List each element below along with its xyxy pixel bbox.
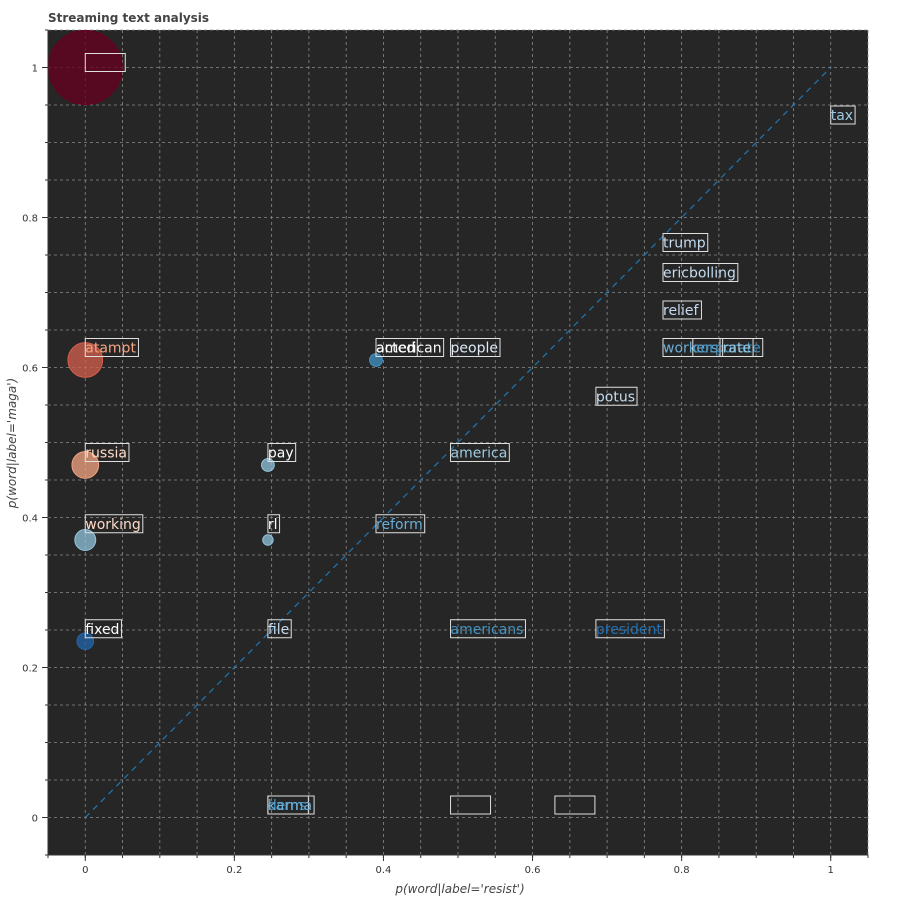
word-label-text: ericbolling [663, 266, 736, 282]
word-label-box [267, 443, 297, 462]
word-label-box [84, 514, 144, 534]
x-tick-label: 0.6 [525, 865, 541, 876]
word-label-text: potus [596, 389, 635, 405]
word-label: rl [267, 514, 281, 534]
y-tick-label: 0.8 [22, 214, 38, 225]
word-label: americans [450, 619, 526, 639]
word-label-text: atampt [85, 341, 136, 357]
word-label-text: karma [268, 798, 312, 814]
word-label [450, 795, 492, 815]
word-label: relief [662, 300, 702, 320]
word-label: trump [662, 233, 709, 252]
word-label-text: dems [268, 798, 306, 814]
word-label-text: relief [663, 303, 699, 319]
word-label-text: corporate [693, 341, 761, 357]
word-label-box [722, 338, 754, 357]
chart-title: Streaming text analysis [48, 11, 209, 25]
word-label-box [830, 105, 856, 125]
word-label: ericbolling [662, 263, 739, 282]
word-label-text: trump [663, 236, 706, 252]
word-label-box [450, 338, 501, 357]
word-label-text: working [85, 517, 141, 533]
word-label-box [267, 795, 315, 815]
word-label-box [267, 514, 281, 534]
word-label-box [662, 233, 709, 252]
word-label-text: file [268, 622, 289, 638]
word-label: file [267, 619, 292, 639]
word-label-box [450, 443, 510, 462]
word-label-box [662, 300, 702, 320]
word-label: pay [267, 443, 297, 462]
word-label-box [450, 619, 526, 639]
word-label-box [267, 619, 292, 639]
bubble-point [262, 534, 274, 546]
word-label-box [595, 619, 665, 639]
y-tick-label: 1 [32, 64, 38, 75]
y-tick-label: 0.6 [22, 364, 38, 375]
word-label-text: workers [663, 341, 718, 357]
word-label: working [84, 514, 144, 534]
x-tick-label: 0 [82, 865, 88, 876]
word-label-text: president [596, 622, 663, 638]
word-label-box [375, 338, 445, 357]
word-label-box [554, 795, 596, 815]
word-label: fixed [84, 619, 122, 639]
word-label-box [375, 514, 426, 534]
word-label-text: america [451, 446, 508, 462]
word-label-text: pay [268, 446, 294, 462]
word-label-text: rl [268, 517, 278, 533]
word-label-text: american [376, 341, 442, 357]
word-label: reform [375, 514, 426, 534]
word-label: american [375, 338, 445, 357]
diagonal-reference-line [84, 67, 832, 818]
word-label-text: acted [376, 341, 415, 357]
word-label-text: rate [723, 341, 751, 357]
word-label-box [662, 338, 721, 357]
word-label-box [84, 338, 139, 357]
word-label-box [595, 386, 638, 406]
x-axis-label: p(word|label='resist') [394, 882, 524, 896]
word-label: president [595, 619, 665, 639]
word-label: potus [595, 386, 638, 406]
word-label: workers [662, 338, 721, 357]
axes: 0 0.2 0.4 0.6 0.8 1 0 0.2 0.4 0.6 0.8 1 [22, 29, 869, 876]
word-label-box [450, 795, 492, 815]
y-tick-label: 0.4 [22, 514, 38, 525]
y-tick-label: 0.2 [22, 664, 38, 675]
x-tick-label: 1 [828, 865, 834, 876]
word-label: tax [830, 105, 856, 125]
word-label-text: reform [376, 517, 423, 533]
word-label-text: russia [85, 446, 127, 462]
word-label: rate [722, 338, 754, 357]
word-label-box [84, 619, 122, 639]
word-label [84, 53, 126, 72]
word-label-text: americans [451, 622, 524, 638]
word-label: karma [267, 795, 315, 815]
y-tick-label: 0 [32, 814, 38, 825]
word-label-text: people [451, 341, 498, 357]
word-labels-layer: tax trump ericbolling relief workerscorporat… [84, 53, 856, 815]
word-label-text: fixed [85, 622, 119, 638]
x-tick-label: 0.2 [226, 865, 242, 876]
x-tick-label: 0.4 [376, 865, 392, 876]
word-label-box [662, 263, 739, 282]
word-label: america [450, 443, 510, 462]
y-axis-label: p(word|label='maga') [5, 378, 19, 509]
word-label-box [84, 53, 126, 72]
word-label-box [84, 443, 130, 462]
word-label: atampt [84, 338, 139, 357]
word-label [554, 795, 596, 815]
word-label-text: tax [831, 108, 853, 124]
x-tick-label: 0.8 [674, 865, 690, 876]
word-label: people [450, 338, 501, 357]
word-label: russia [84, 443, 130, 462]
